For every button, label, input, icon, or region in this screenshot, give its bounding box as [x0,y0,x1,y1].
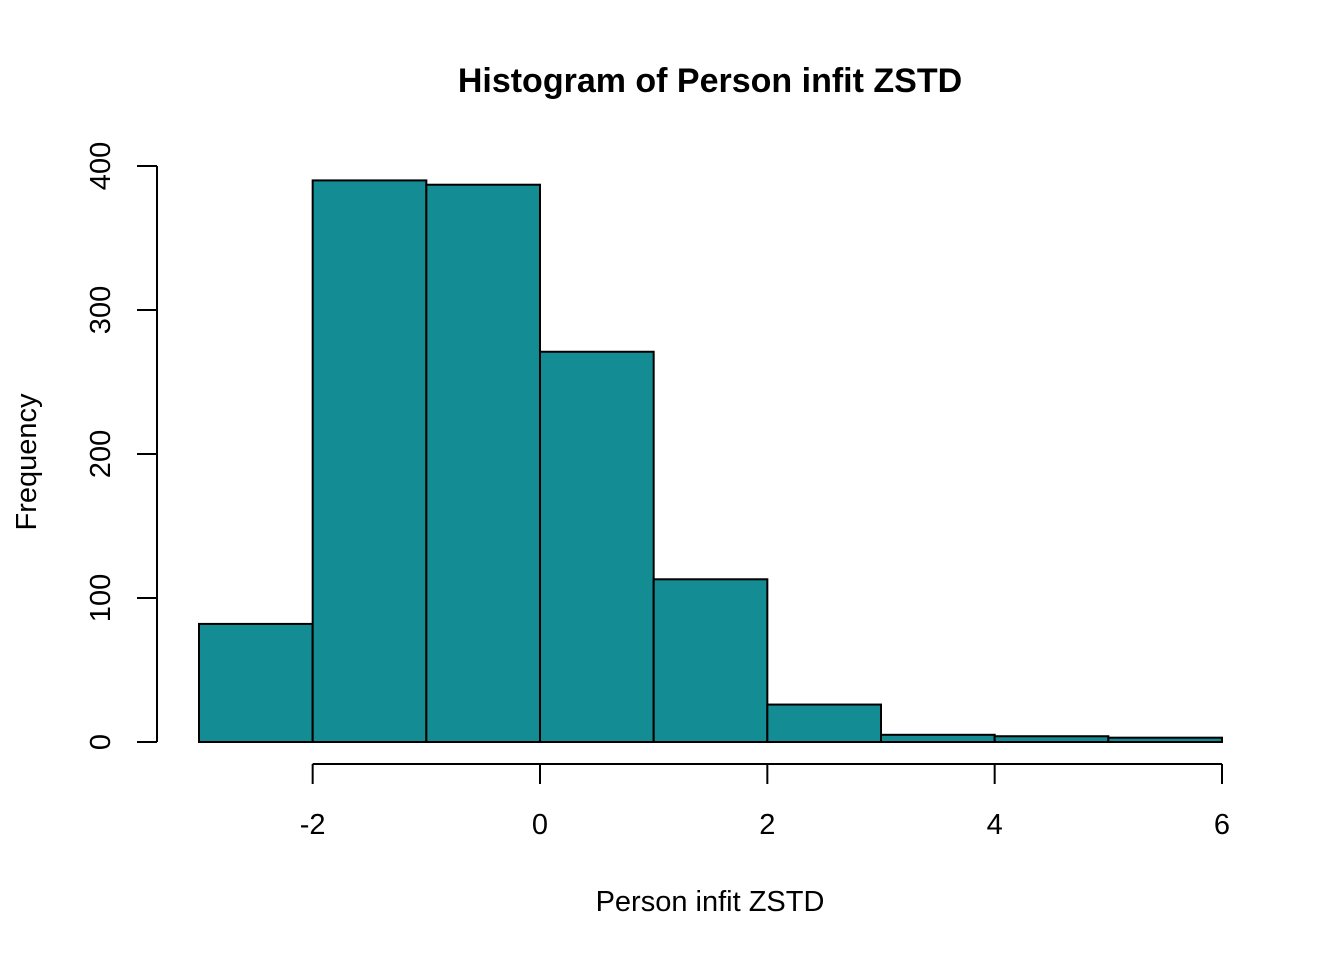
x-axis: -2 0 2 4 6 [300,763,1230,841]
x-tick-label: 6 [1214,809,1230,841]
histogram-bar [766,703,882,743]
y-axis-label: Frequency [11,393,43,531]
histogram-bar [1107,736,1224,743]
histogram-bar [539,350,655,743]
x-axis-label: Person infit ZSTD [596,886,825,918]
y-axis: 0 100 200 300 400 [85,142,158,750]
x-tick-label: 2 [759,809,775,841]
histogram-bar [652,578,769,744]
bars-group [198,179,1224,744]
histogram-bar [311,179,428,743]
x-tick-label: 4 [987,809,1003,841]
y-tick-label: 300 [85,286,117,334]
y-tick-label: 200 [85,430,117,478]
y-tick-label: 0 [85,734,117,750]
histogram-bar [198,622,314,743]
histogram-bar [880,733,996,743]
x-tick-label: -2 [300,809,326,841]
x-tick-label: 0 [532,809,548,841]
chart-title: Histogram of Person infit ZSTD [458,62,962,100]
y-tick-label: 400 [85,142,117,190]
histogram-bar [425,183,542,744]
histogram-bar [993,735,1110,743]
y-tick-label: 100 [85,574,117,622]
